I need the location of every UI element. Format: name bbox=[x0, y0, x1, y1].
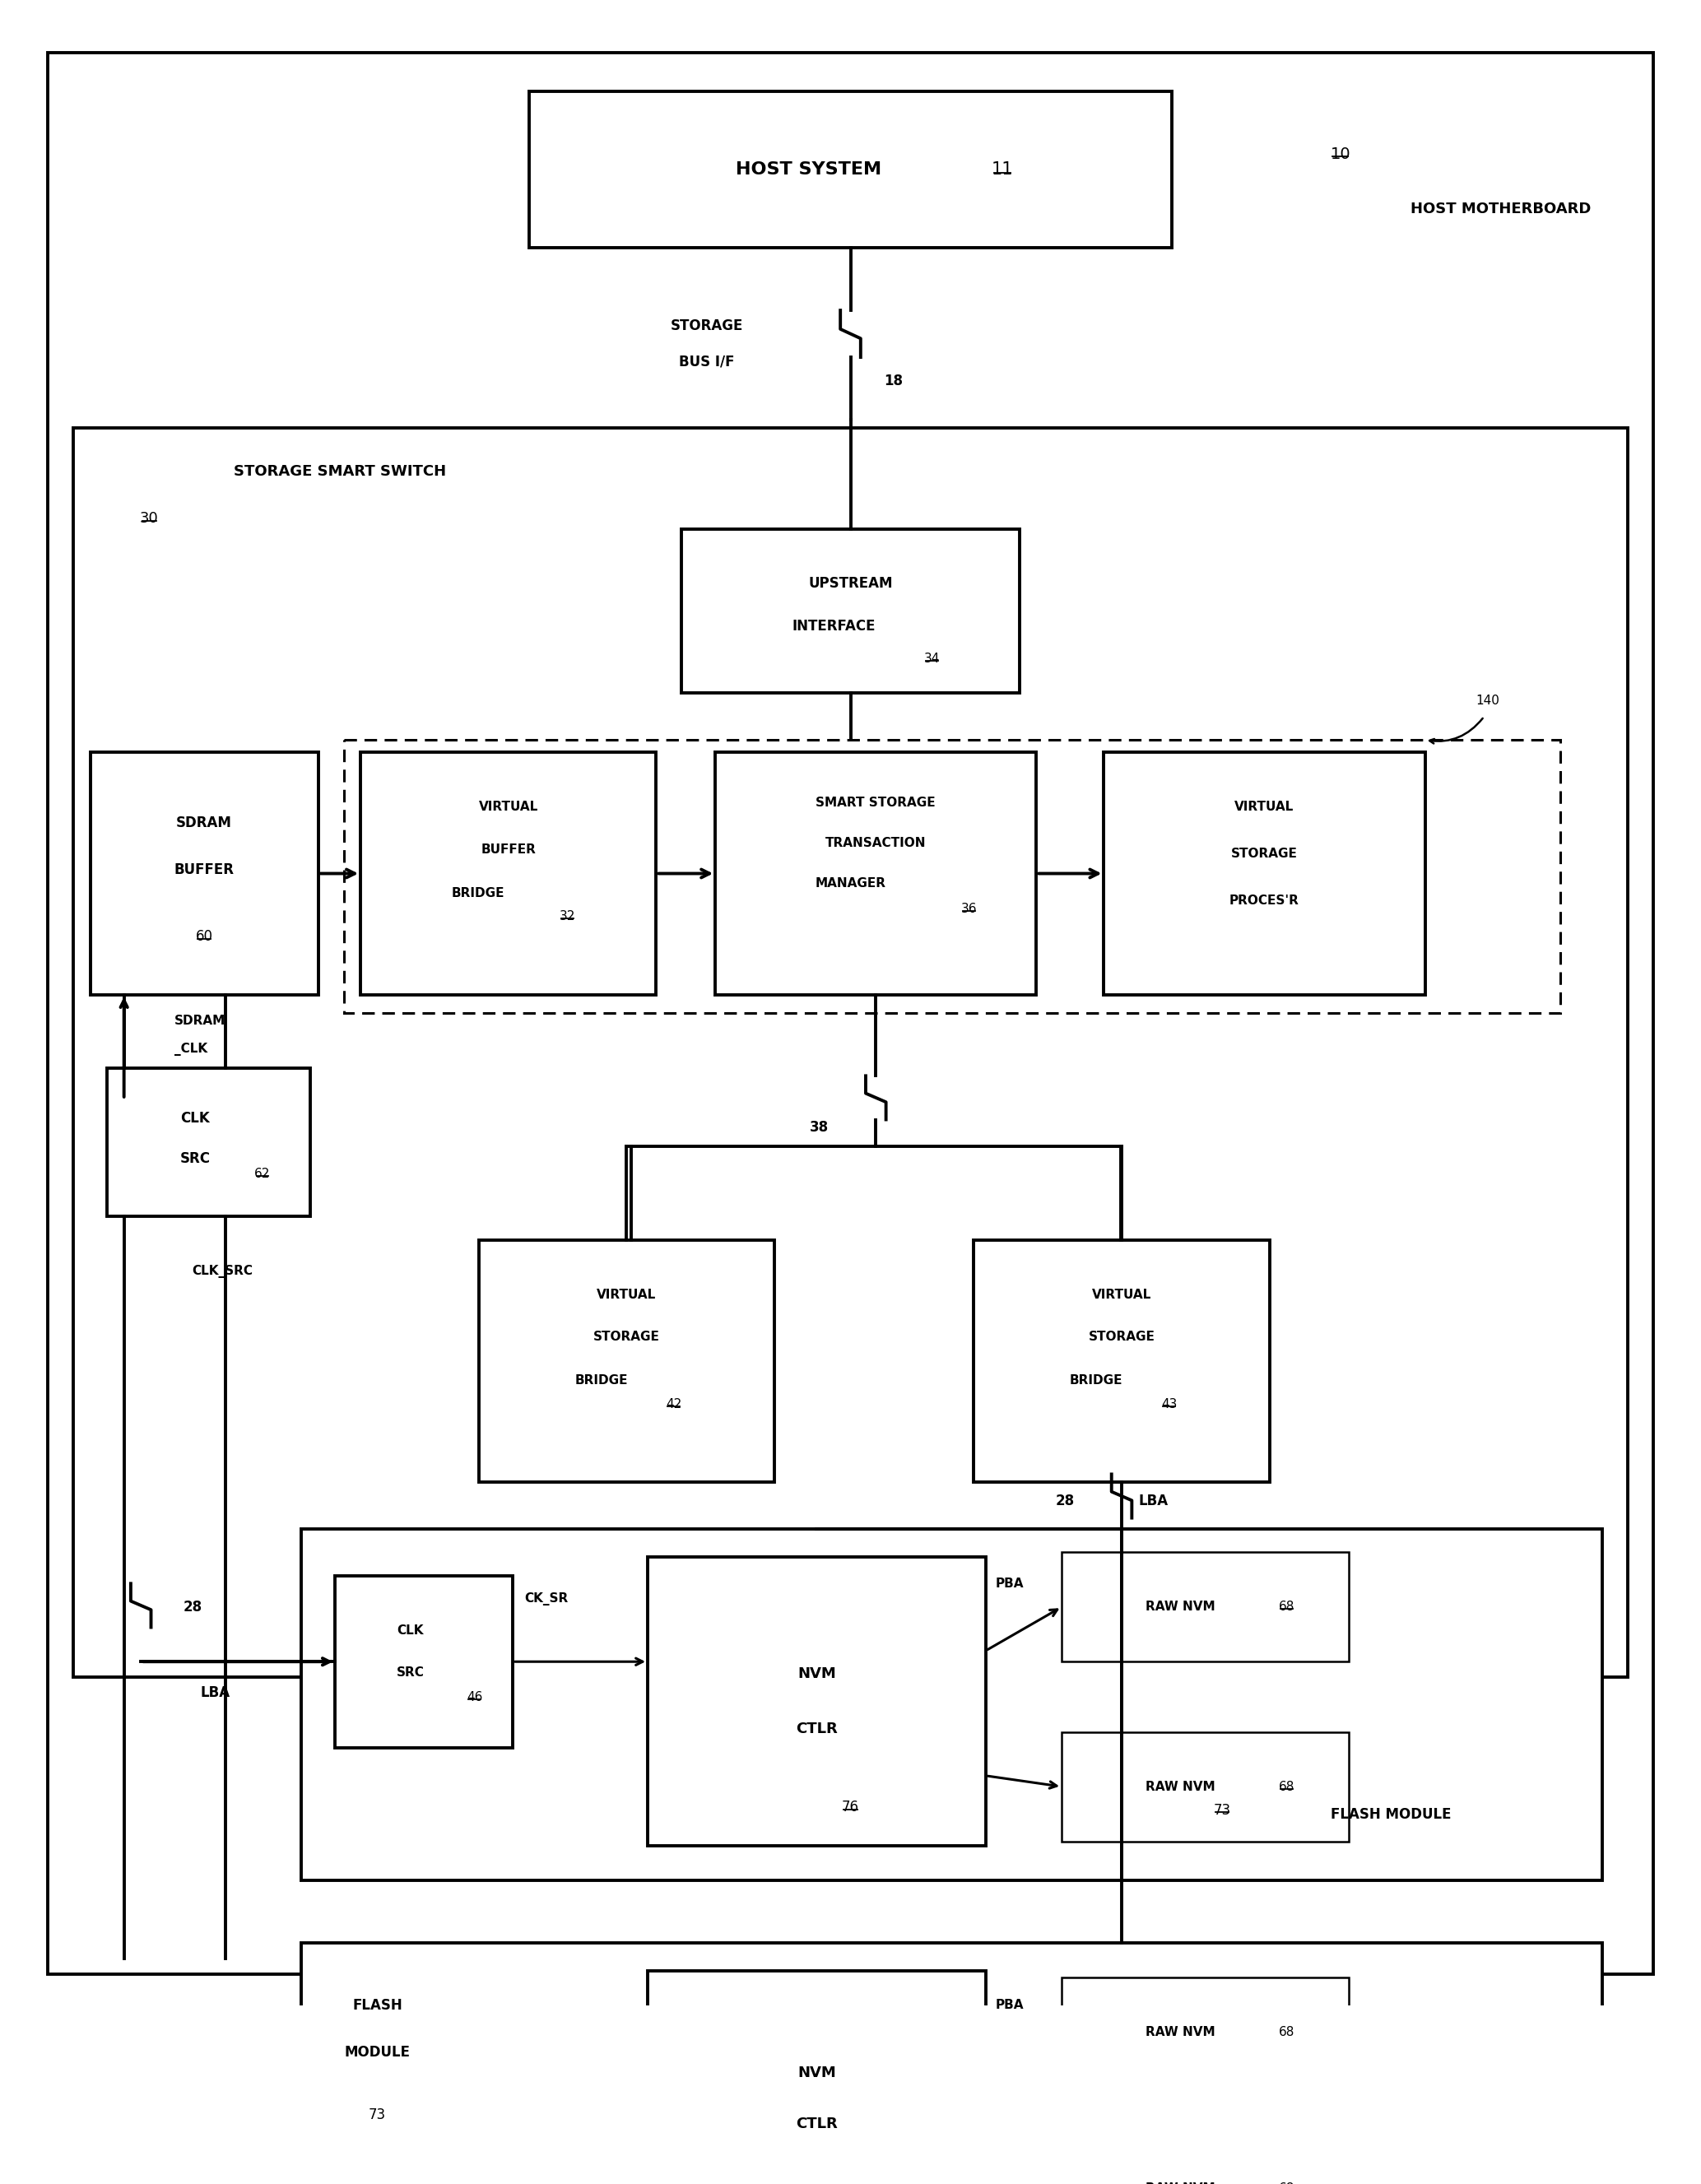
Text: STORAGE SMART SWITCH: STORAGE SMART SWITCH bbox=[233, 463, 446, 478]
Bar bbox=[361, 753, 657, 994]
Text: RAW NVM: RAW NVM bbox=[1145, 1601, 1215, 1614]
Bar bbox=[1061, 2134, 1349, 2184]
Text: STORAGE: STORAGE bbox=[1232, 847, 1298, 860]
Text: 34: 34 bbox=[924, 653, 939, 664]
Text: 68: 68 bbox=[1279, 1780, 1294, 1793]
Text: 11: 11 bbox=[992, 162, 1014, 177]
Text: FLASH MODULE: FLASH MODULE bbox=[1330, 1808, 1451, 1821]
Text: 28: 28 bbox=[1055, 1494, 1075, 1509]
Text: 140: 140 bbox=[1476, 695, 1499, 708]
Text: LBA: LBA bbox=[1138, 1494, 1169, 1509]
Text: CLK: CLK bbox=[396, 1625, 424, 1636]
Text: PBA: PBA bbox=[995, 1998, 1024, 2011]
Text: 73: 73 bbox=[1213, 1802, 1232, 1817]
Bar bbox=[107, 1068, 310, 1216]
Bar bbox=[716, 753, 1036, 994]
Bar bbox=[478, 1241, 774, 1483]
Text: 32: 32 bbox=[560, 911, 575, 922]
Text: SMART STORAGE: SMART STORAGE bbox=[816, 797, 936, 808]
Text: 60: 60 bbox=[196, 930, 213, 943]
Text: BRIDGE: BRIDGE bbox=[1070, 1374, 1123, 1387]
Text: STORAGE: STORAGE bbox=[594, 1330, 660, 1343]
Text: HOST MOTHERBOARD: HOST MOTHERBOARD bbox=[1410, 201, 1590, 216]
Text: LBA: LBA bbox=[201, 1686, 230, 1701]
Text: VIRTUAL: VIRTUAL bbox=[1092, 1289, 1152, 1302]
Text: MANAGER: MANAGER bbox=[815, 878, 886, 889]
Text: BRIDGE: BRIDGE bbox=[451, 887, 505, 900]
Bar bbox=[682, 529, 1019, 692]
Text: PBA: PBA bbox=[995, 1577, 1024, 1590]
Text: VIRTUAL: VIRTUAL bbox=[597, 1289, 657, 1302]
Bar bbox=[975, 1241, 1269, 1483]
Bar bbox=[648, 1557, 985, 1845]
Text: BUFFER: BUFFER bbox=[174, 863, 235, 878]
Text: BUS I/F: BUS I/F bbox=[679, 354, 735, 369]
Text: NVM: NVM bbox=[798, 1666, 835, 1682]
Text: 68: 68 bbox=[1279, 1601, 1294, 1614]
Bar bbox=[73, 428, 1628, 1677]
Text: CTLR: CTLR bbox=[796, 1721, 837, 1736]
Text: STORAGE: STORAGE bbox=[1089, 1330, 1155, 1343]
Bar bbox=[1061, 1977, 1349, 2086]
Text: 68: 68 bbox=[1279, 2027, 1294, 2038]
Text: 28: 28 bbox=[184, 1599, 202, 1614]
Bar bbox=[529, 92, 1172, 247]
Text: 43: 43 bbox=[1162, 1398, 1177, 1411]
Text: BUFFER: BUFFER bbox=[481, 843, 536, 856]
Text: UPSTREAM: UPSTREAM bbox=[808, 577, 893, 592]
Bar bbox=[648, 1970, 985, 2184]
Text: CTLR: CTLR bbox=[796, 2116, 837, 2132]
Bar bbox=[1104, 753, 1425, 994]
Bar bbox=[301, 1529, 1602, 1880]
Text: 36: 36 bbox=[961, 902, 976, 915]
Text: VIRTUAL: VIRTUAL bbox=[1235, 802, 1294, 812]
Text: HOST SYSTEM: HOST SYSTEM bbox=[735, 162, 881, 177]
Bar bbox=[301, 1944, 1602, 2184]
Text: MODULE: MODULE bbox=[345, 2044, 410, 2060]
Bar bbox=[90, 753, 318, 994]
Bar bbox=[335, 1575, 512, 1747]
Text: CK_SR: CK_SR bbox=[524, 1592, 568, 1605]
Text: CLK: CLK bbox=[180, 1112, 209, 1125]
Text: NVM: NVM bbox=[798, 2066, 835, 2079]
Text: 46: 46 bbox=[466, 1690, 483, 1704]
Text: INTERFACE: INTERFACE bbox=[793, 618, 876, 633]
Bar bbox=[1061, 1732, 1349, 1841]
Text: RAW NVM: RAW NVM bbox=[1145, 2027, 1215, 2038]
Text: _CLK: _CLK bbox=[175, 1042, 208, 1055]
Text: 18: 18 bbox=[885, 373, 903, 389]
Text: 62: 62 bbox=[255, 1168, 270, 1179]
Text: 42: 42 bbox=[667, 1398, 682, 1411]
Bar bbox=[344, 740, 1560, 1013]
Text: 73: 73 bbox=[369, 2108, 386, 2123]
Text: STORAGE: STORAGE bbox=[670, 319, 743, 334]
Text: 30: 30 bbox=[139, 511, 158, 526]
Text: CLK_SRC: CLK_SRC bbox=[192, 1265, 252, 1278]
Text: VIRTUAL: VIRTUAL bbox=[478, 802, 538, 812]
Text: 76: 76 bbox=[842, 1800, 859, 1815]
Text: SRC: SRC bbox=[180, 1151, 211, 1166]
Text: 10: 10 bbox=[1330, 146, 1351, 162]
Text: RAW NVM: RAW NVM bbox=[1145, 1780, 1215, 1793]
Text: 38: 38 bbox=[810, 1120, 828, 1136]
Text: SDRAM: SDRAM bbox=[175, 1016, 226, 1026]
Text: FLASH: FLASH bbox=[352, 1998, 403, 2014]
Text: PROCES'R: PROCES'R bbox=[1230, 895, 1300, 906]
Text: TRANSACTION: TRANSACTION bbox=[825, 836, 927, 850]
Text: BRIDGE: BRIDGE bbox=[575, 1374, 628, 1387]
Text: SDRAM: SDRAM bbox=[177, 815, 231, 830]
Text: SRC: SRC bbox=[396, 1666, 424, 1679]
Bar bbox=[1061, 1553, 1349, 1662]
